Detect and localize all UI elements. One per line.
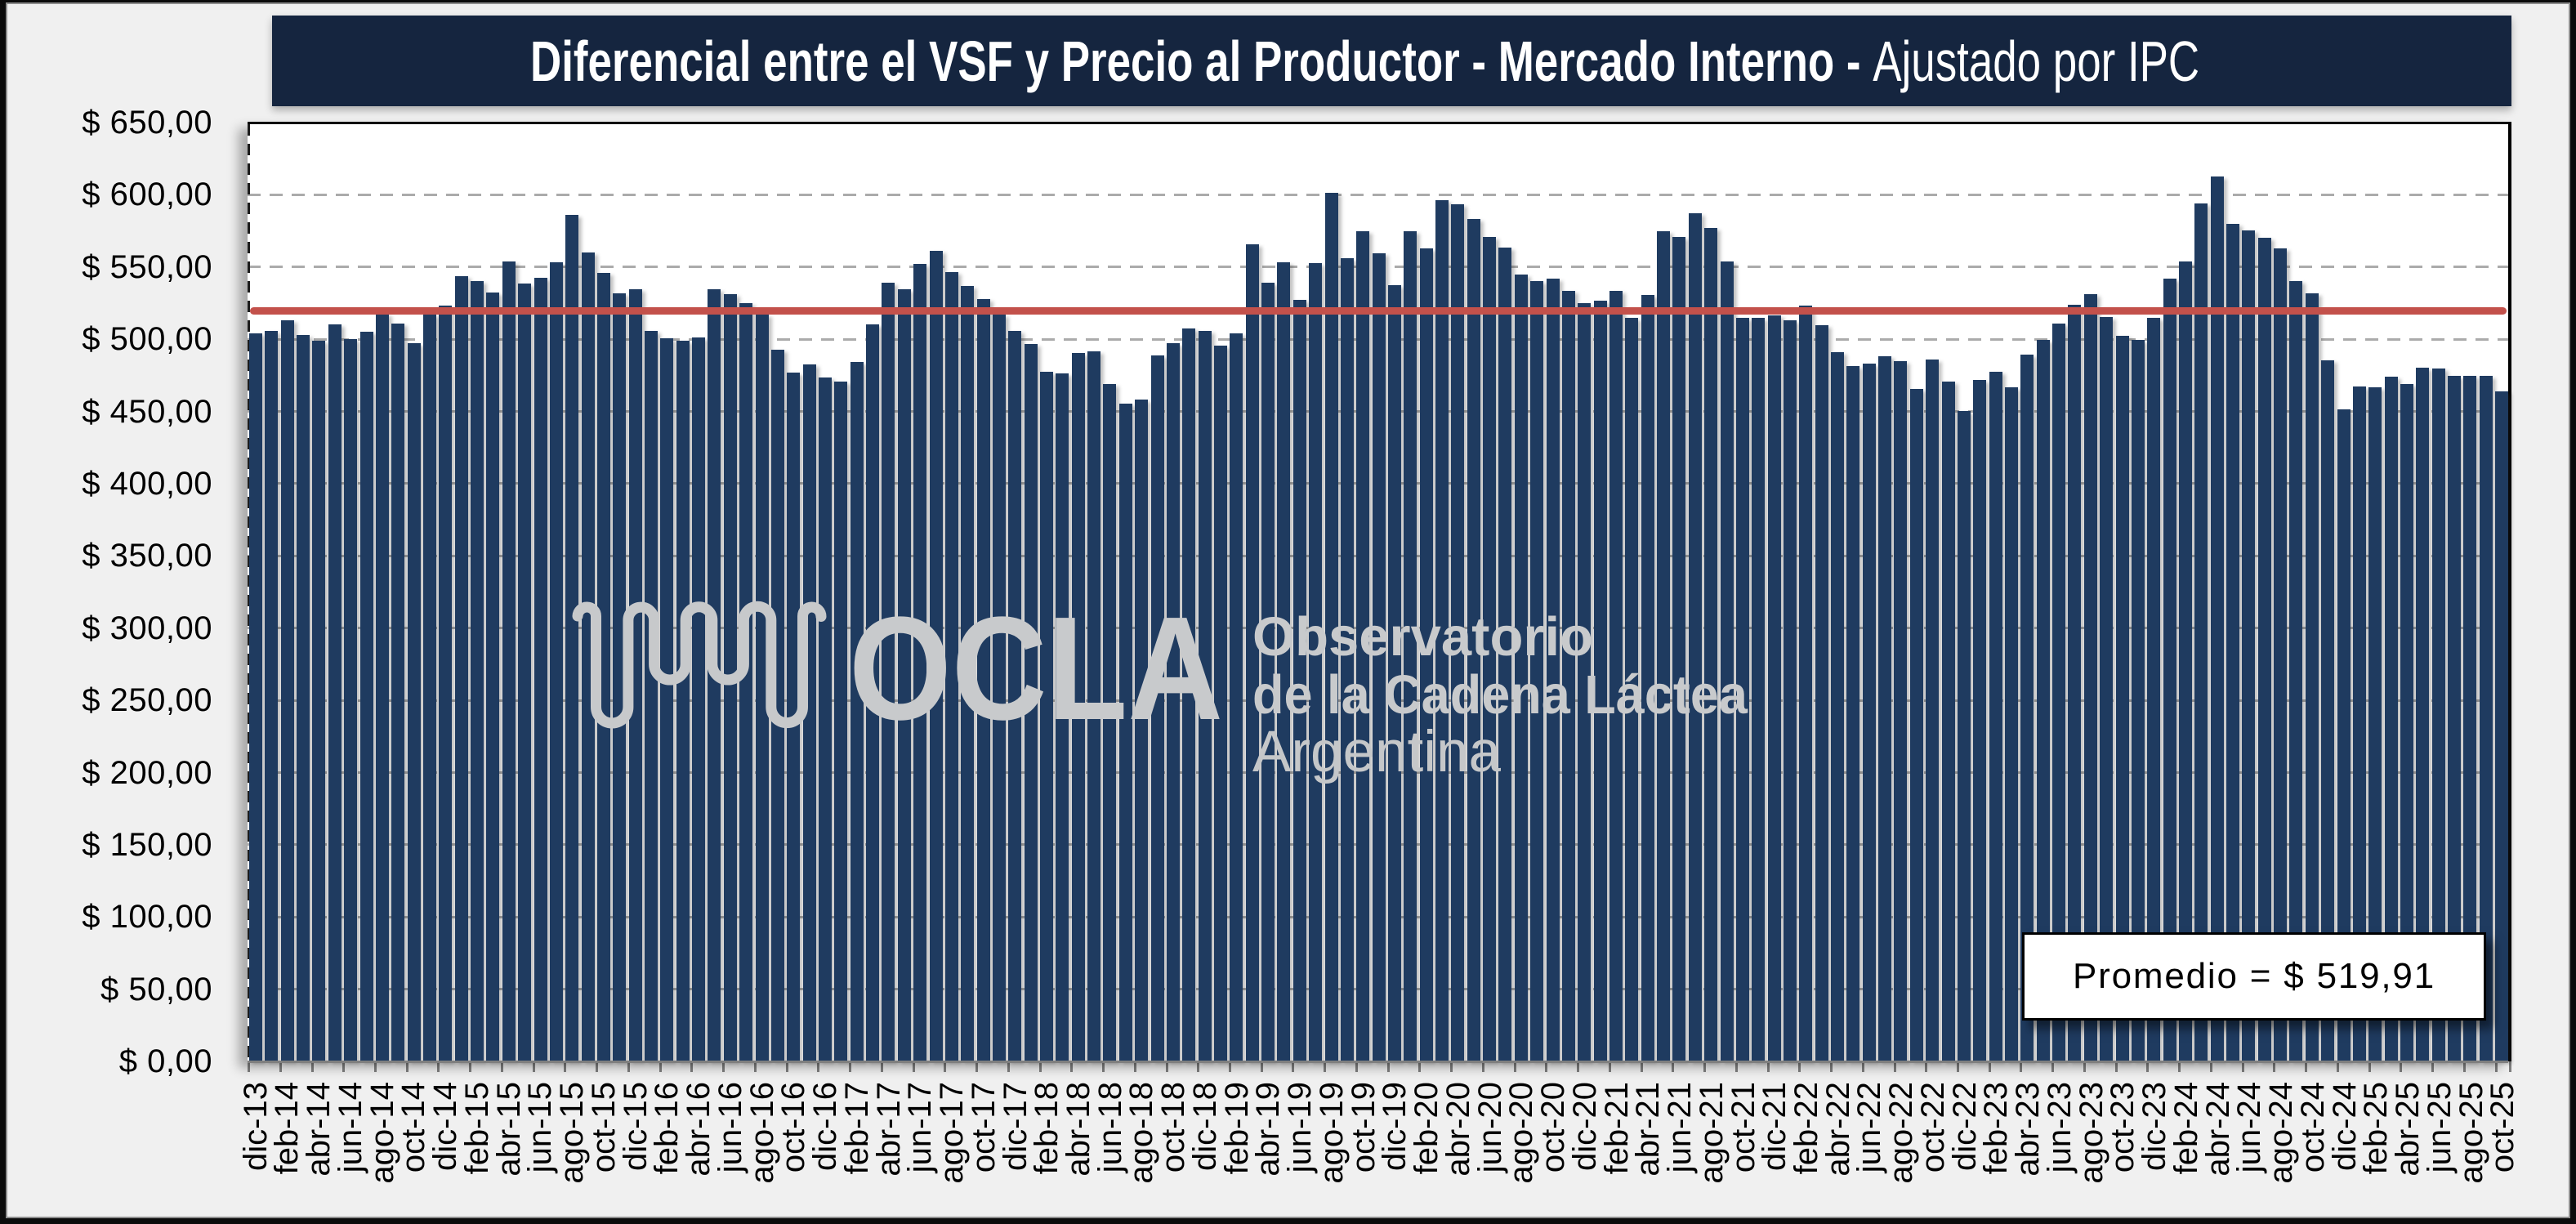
svg-text:de la Cadena Láctea: de la Cadena Láctea (1252, 664, 1748, 726)
svg-text:Observatorio: Observatorio (1252, 606, 1593, 668)
svg-text:Argentina: Argentina (1252, 720, 1502, 784)
svg-text:OCLA: OCLA (849, 587, 1223, 751)
